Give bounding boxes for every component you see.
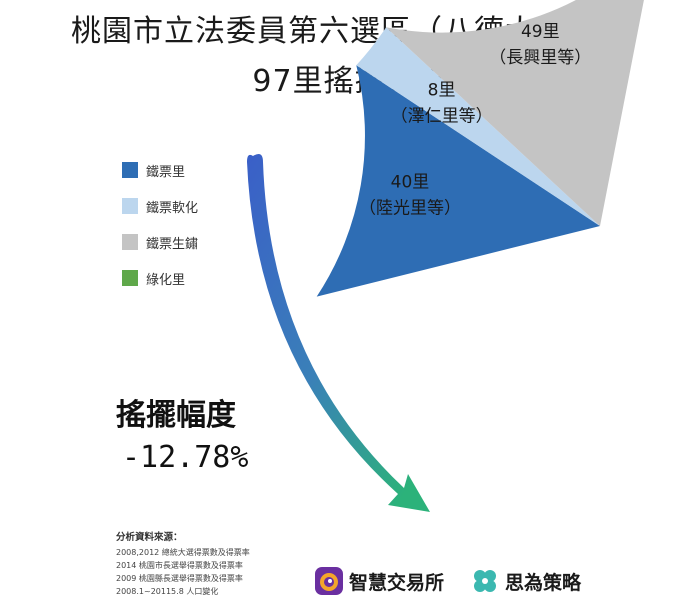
- slice-label: 40里: [391, 173, 430, 193]
- sources: 分析資料來源： 2008,2012 總統大選得票數及得票率 2014 桃園市長選…: [116, 531, 250, 598]
- source-line: 2009 桃園縣長選舉得票數及得票率: [116, 574, 243, 583]
- clover-icon: [474, 570, 496, 592]
- slice-label: 8里: [428, 81, 456, 101]
- legend-label: 鐵票里: [146, 164, 186, 180]
- legend-swatch: [122, 270, 138, 286]
- slice-label: 49里: [521, 22, 560, 42]
- logo-zhihui: 智慧交易所: [314, 566, 444, 596]
- slice-label: （長興里等）: [489, 48, 591, 68]
- owl-icon: [315, 567, 343, 595]
- legend-item: 鐵票軟化: [122, 188, 198, 224]
- logo-siwei: 思為策略: [470, 566, 581, 596]
- logo-label: 思為策略: [505, 571, 582, 594]
- swing-label: 搖擺幅度: [116, 398, 236, 433]
- pie-slice: [386, 0, 644, 226]
- legend-label: 鐵票生鏽: [146, 236, 199, 252]
- pie-slice: [356, 27, 600, 227]
- pie-slice: [316, 65, 600, 297]
- legend-swatch: [122, 198, 138, 214]
- swing-arrow-icon: [247, 154, 430, 512]
- source-line: 2008,2012 總統大選得票數及得票率: [116, 548, 250, 557]
- source-line: 2008.1~20115.8 人口變化: [116, 587, 219, 596]
- legend-item: 綠化里: [122, 260, 198, 296]
- legend: 鐵票里 鐵票軟化 鐵票生鏽 綠化里: [122, 152, 198, 296]
- sources-title: 分析資料來源：: [116, 532, 183, 543]
- legend-swatch: [122, 234, 138, 250]
- legend-swatch: [122, 162, 138, 178]
- slice-label: （澤仁里等）: [391, 107, 493, 127]
- legend-item: 鐵票生鏽: [122, 224, 198, 260]
- legend-label: 綠化里: [146, 272, 186, 288]
- legend-item: 鐵票里: [122, 152, 198, 188]
- slice-label: （陸光里等）: [359, 199, 461, 219]
- swing-value: -12.78%: [122, 440, 249, 475]
- logo-label: 智慧交易所: [349, 571, 445, 594]
- source-line: 2014 桃園市長選舉得票數及得票率: [116, 561, 243, 570]
- legend-label: 鐵票軟化: [146, 200, 199, 216]
